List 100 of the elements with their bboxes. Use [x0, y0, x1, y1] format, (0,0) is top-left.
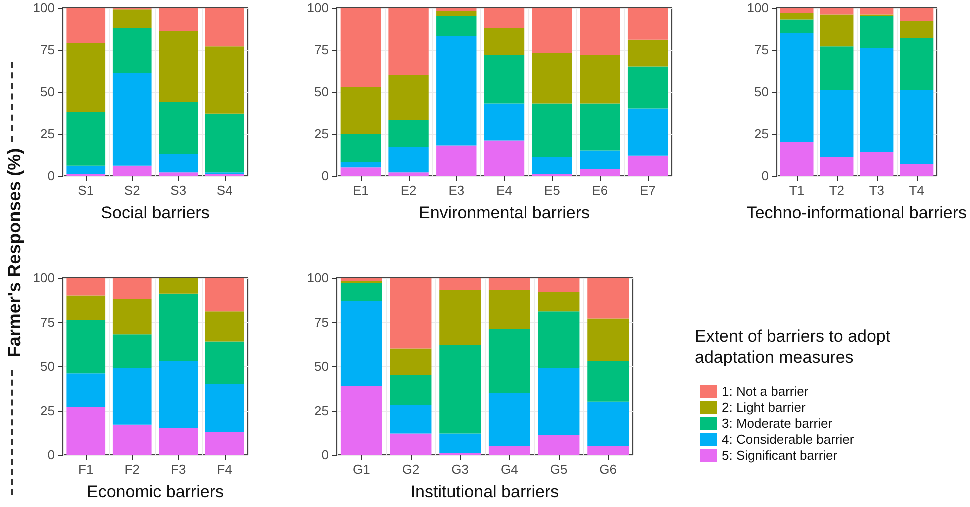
bar: [436, 16, 477, 37]
bar: [628, 40, 668, 67]
y-tick-label: 25: [754, 126, 769, 142]
bar: [628, 156, 668, 176]
bar: [780, 33, 814, 142]
bar: [66, 166, 106, 174]
bar: [538, 312, 580, 368]
bar: [820, 14, 854, 47]
y-tick-label: 75: [314, 42, 329, 58]
bar: [580, 104, 620, 151]
y-tick-label: 50: [314, 84, 329, 100]
bar: [860, 16, 894, 48]
legend-label: 2: Light barrier: [722, 400, 806, 415]
bar: [820, 90, 854, 158]
x-axis-title: Institutional barriers: [410, 482, 560, 502]
bar: [205, 278, 244, 312]
bar: [860, 48, 894, 152]
x-tick-label: G4: [500, 462, 518, 477]
legend-label: 1: Not a barrier: [722, 384, 810, 399]
bar: [538, 292, 580, 312]
bar: [112, 299, 152, 335]
bar: [900, 164, 934, 176]
x-tick-label: F4: [217, 462, 232, 477]
bar: [388, 75, 429, 121]
bar: [484, 8, 525, 28]
x-tick-label: G3: [452, 462, 470, 477]
y-tick-label: 50: [754, 84, 769, 100]
bar: [340, 283, 382, 302]
bar: [628, 8, 668, 40]
x-axis-title: Social barriers: [101, 204, 210, 222]
legend-label: 4: Considerable barrier: [722, 432, 855, 447]
bar: [205, 114, 244, 173]
x-tick-label: T2: [829, 183, 845, 198]
bar: [388, 172, 429, 176]
bar: [205, 312, 244, 342]
bar: [538, 278, 580, 292]
y-tick-label: 0: [48, 448, 55, 462]
bar: [900, 21, 934, 38]
bar: [66, 43, 106, 112]
bar: [112, 10, 152, 28]
bar: [159, 32, 198, 102]
bar: [436, 8, 477, 12]
x-tick-label: F3: [171, 462, 186, 477]
bar: [340, 162, 382, 168]
bar: [900, 90, 934, 164]
bar: [588, 361, 630, 402]
bar: [112, 74, 152, 166]
y-tick-label: 75: [754, 42, 769, 58]
y-tick-label: 100: [307, 0, 329, 16]
bar: [532, 158, 572, 174]
bar: [390, 375, 432, 406]
bar: [205, 432, 244, 455]
x-tick-label: E3: [448, 183, 465, 198]
y-tick-label: 100: [33, 270, 55, 286]
bar: [66, 407, 106, 455]
bar: [488, 290, 530, 330]
x-tick-label: S2: [124, 183, 140, 198]
bar: [66, 320, 106, 374]
y-tick-label: 0: [762, 168, 769, 184]
y-tick-label: 0: [48, 168, 55, 184]
y-tick-label: 0: [322, 448, 329, 462]
bar: [580, 150, 620, 170]
bar: [159, 154, 198, 173]
bar: [436, 11, 477, 16]
bar: [436, 36, 477, 146]
y-tick-label: 50: [40, 359, 55, 374]
bar: [820, 158, 854, 176]
legend-label: 5: Significant barrier: [722, 448, 838, 463]
bar: [580, 169, 620, 176]
bar: [780, 8, 814, 14]
y-tick-label: 50: [314, 359, 329, 374]
bar: [159, 102, 198, 154]
bar: [488, 329, 530, 394]
bar: [340, 386, 382, 455]
bar: [532, 8, 572, 54]
x-tick-label: F2: [124, 462, 140, 477]
bar: [112, 334, 152, 368]
bar: [340, 8, 382, 87]
bar: [860, 8, 894, 15]
bar: [488, 393, 530, 446]
bar: [390, 348, 432, 376]
bar: [484, 28, 525, 56]
bar: [780, 142, 814, 176]
bar: [440, 278, 482, 290]
y-tick-label: 25: [314, 126, 329, 142]
bar: [488, 446, 530, 455]
bar: [390, 278, 432, 349]
y-tick-label: 75: [40, 314, 55, 330]
x-tick-label: E5: [544, 183, 560, 198]
y-tick-label: 25: [314, 403, 329, 418]
bar: [484, 140, 525, 176]
bar: [820, 46, 854, 90]
bar: [900, 8, 934, 22]
bar: [488, 278, 530, 290]
x-tick-label: E6: [592, 183, 608, 198]
x-tick-label: T1: [789, 183, 805, 198]
y-tick-label: 25: [40, 126, 55, 142]
bar: [900, 38, 934, 90]
x-tick-label: G2: [402, 462, 420, 477]
x-tick-label: E2: [400, 183, 417, 198]
